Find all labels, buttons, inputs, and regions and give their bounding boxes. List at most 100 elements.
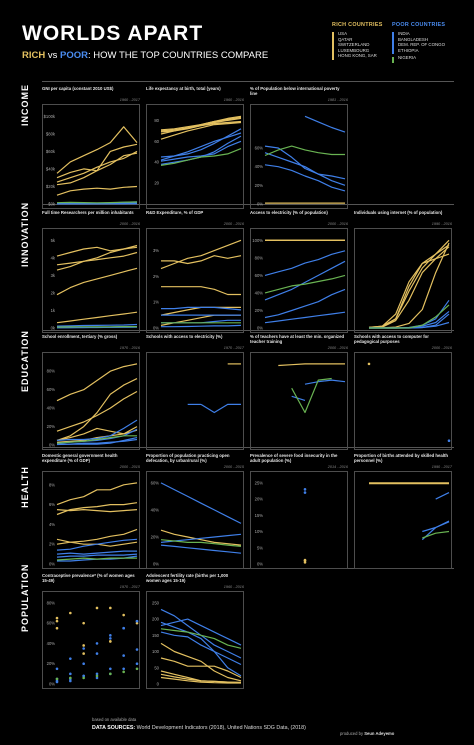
y-tick-label: 4k: [51, 255, 56, 260]
y-tick-label: 60%: [47, 621, 56, 626]
chart-plot-area: 20 40 60 80: [146, 104, 244, 209]
poor-point: [122, 626, 125, 630]
poor-point: [122, 667, 125, 671]
y-tick-label: 0%: [49, 443, 55, 448]
poor-point: [69, 657, 72, 660]
chart-title: School enrollment, tertiary (% gross): [42, 334, 118, 339]
y-tick-label: $60k: [46, 149, 56, 154]
poor-point: [95, 672, 99, 676]
rich-series-line: [56, 126, 138, 174]
nigeria-series-line: [369, 304, 450, 329]
y-tick-label: 40%: [151, 507, 160, 512]
rich-series-line: [160, 657, 242, 679]
rich-series-line: [368, 239, 450, 329]
chart-plot-area: [146, 352, 244, 450]
chart-title: Individuals using internet (% of populat…: [354, 210, 443, 215]
poor-series-line: [56, 323, 138, 327]
rich-series-line: [160, 676, 241, 684]
rich-series-line: [160, 115, 242, 135]
y-tick-label: 250: [152, 600, 160, 605]
poor-series-line: [435, 492, 450, 500]
nigeria-legend-swatch: [392, 57, 394, 63]
y-tick-label: 60%: [151, 480, 160, 485]
poor-series-line: [56, 553, 138, 558]
chart-title: GNI per capita (constant 2010 US$): [42, 86, 114, 91]
y-tick-label: 80%: [47, 369, 56, 374]
chart-plot-area: [354, 228, 452, 333]
rich-point: [303, 561, 307, 564]
rich-series-line: [56, 150, 138, 183]
chart-title: Contraceptive prevalence* (% of women ag…: [42, 573, 135, 583]
nigeria-point: [55, 677, 59, 681]
y-tick-label: 5%: [257, 545, 263, 550]
poor-point: [109, 634, 112, 637]
poor-series-line: [264, 288, 346, 319]
nigeria-series-line: [264, 274, 346, 294]
poor-series-line: [160, 618, 242, 646]
y-tick-label: 0%: [257, 562, 263, 567]
y-tick-label: 6%: [49, 502, 55, 507]
poor-series-line: [304, 115, 346, 133]
nigeria-series-line: [56, 326, 137, 328]
y-tick-label: 20%: [255, 183, 264, 188]
poor-point: [69, 679, 72, 683]
chart-svg: [367, 362, 451, 443]
section-label-health: HEALTH: [20, 466, 30, 508]
section-divider: [42, 330, 454, 331]
chart-svg: 0k 1k 2k 3k 4k 5k: [51, 238, 138, 331]
section-label-income: INCOME: [20, 84, 30, 126]
y-tick-label: 25%: [255, 480, 264, 485]
y-tick-label: 50: [154, 665, 159, 670]
y-tick-label: 0%: [257, 202, 263, 207]
chart-title: Adolescent fertility rate (births per 1,…: [146, 573, 229, 583]
y-tick-label: 100: [152, 649, 160, 654]
chart-year-range: 1981 - 2016: [327, 98, 348, 102]
chart-panel-gni: GNI per capita (constant 2010 US$) 1960 -…: [42, 86, 140, 209]
y-tick-label: 60%: [47, 387, 56, 392]
rich-series-line: [56, 251, 138, 266]
chart-panel-researchers: Full time Researchers per million inhabi…: [42, 210, 140, 333]
poor-legend-item: DEM. REP. OF CONGO: [398, 42, 446, 48]
nigeria-series-line: [56, 201, 138, 204]
poor-series-line: [264, 152, 346, 186]
section-label-innovation: INNOVATION: [20, 201, 30, 267]
poor-point: [303, 491, 307, 494]
rich-point: [109, 640, 112, 643]
y-tick-label: $80k: [46, 131, 56, 136]
chart-plot-area: [250, 352, 348, 450]
poor-point: [82, 662, 85, 666]
poor-point: [109, 637, 112, 640]
y-tick-label: 2%: [49, 542, 55, 547]
nigeria-point: [135, 667, 139, 671]
chart-plot-area: 0% 20% 40% 60%: [146, 471, 244, 569]
rich-legend-item: USA: [338, 31, 348, 36]
nigeria-point: [109, 672, 112, 676]
poor-legend-swatch: [392, 32, 394, 54]
y-tick-label: 80: [154, 118, 159, 123]
chart-svg: 0% 2% 4% 6% 8%: [49, 482, 138, 567]
nigeria-series-line: [264, 145, 345, 157]
poor-series-line: [160, 128, 242, 158]
rich-point: [82, 652, 85, 655]
footer-note: based on available data: [92, 717, 137, 722]
chart-panel-rnd: R&D Expenditure, % of GDP 2000 - 2016 0% 1%…: [146, 210, 244, 333]
section-label-population: POPULATION: [20, 563, 30, 632]
rich-series-line: [56, 528, 138, 545]
chart-title: Proportion of population practicing open…: [146, 453, 230, 463]
nigeria-point: [122, 670, 125, 674]
chart-year-range: 1990 - 2017: [431, 465, 452, 469]
poor-point: [122, 654, 125, 657]
y-tick-label: 8%: [49, 482, 55, 487]
nigeria-series-line: [160, 148, 242, 166]
y-tick-label: $40k: [46, 166, 56, 171]
nigeria-point: [82, 676, 85, 680]
poor-series-line: [160, 544, 242, 554]
chart-year-range: 1960 - 2016: [223, 98, 244, 102]
chart-year-range: 1970 - 2016: [119, 346, 140, 350]
chart-year-range: 1960 - 2016: [223, 585, 244, 589]
chart-panel-fertility: Adolescent fertility rate (births per 1,…: [146, 573, 244, 689]
page-subtitle: RICH vs POOR: HOW THE TOP COUNTRIES COMP…: [22, 50, 268, 61]
data-sources-label: DATA SOURCES:: [92, 725, 136, 731]
chart-year-range: 2000 - 2016: [431, 346, 452, 350]
subtitle-poor-word: POOR: [60, 50, 88, 61]
